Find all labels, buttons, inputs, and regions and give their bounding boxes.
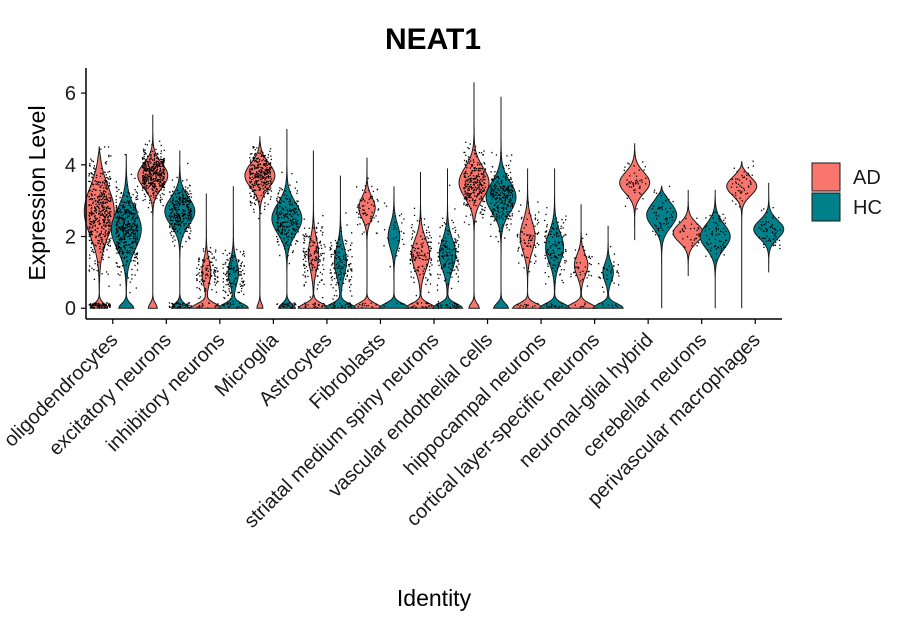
y-tick-label: 0 <box>65 298 76 320</box>
y-tick-label: 2 <box>65 227 76 249</box>
violin-hc-8 <box>538 168 571 309</box>
points-ad-3 <box>248 146 273 220</box>
points-ad-12 <box>730 160 754 208</box>
points-hc-11 <box>704 211 727 261</box>
points-ad-4 <box>302 215 326 309</box>
violin-hc-11 <box>699 189 731 309</box>
violin-hc-2 <box>217 186 250 309</box>
points-hc-9 <box>598 246 620 309</box>
legend-swatch-hc <box>811 192 841 222</box>
violin-ad-10 <box>619 143 651 241</box>
y-tick-label: 4 <box>65 155 76 177</box>
points-hc-4 <box>329 212 353 309</box>
legend-label-hc: HC <box>853 197 882 219</box>
violin-ad-8 <box>511 168 544 309</box>
violin-hc-4 <box>324 175 357 309</box>
legend: AD HC <box>811 162 882 222</box>
points-ad-5 <box>356 177 380 309</box>
plot-area <box>83 82 785 309</box>
x-tick-label: cortical layer-specific neurons <box>402 329 604 531</box>
points-ad-11 <box>678 217 701 249</box>
points-ad-0 <box>88 146 112 309</box>
points-hc-6 <box>436 184 460 309</box>
legend-label-ad: AD <box>853 167 881 189</box>
violin-hc-9 <box>592 225 624 309</box>
points-hc-2 <box>222 248 246 309</box>
violin-hc-12 <box>753 182 785 273</box>
x-axis-title: Identity <box>397 585 472 611</box>
points-ad-1 <box>141 140 166 213</box>
points-hc-10 <box>651 185 674 237</box>
points-hc-7 <box>490 151 514 243</box>
points-ad-2 <box>195 247 219 309</box>
violin-ad-7 <box>458 82 490 309</box>
points-ad-6 <box>409 207 433 309</box>
violin-ad-1 <box>137 114 169 309</box>
points-hc-1 <box>168 162 193 309</box>
legend-swatch-ad <box>811 162 841 192</box>
violin-ad-12 <box>726 161 758 309</box>
points-ad-7 <box>463 141 487 226</box>
violin-hc-6 <box>431 168 464 309</box>
points-hc-8 <box>543 207 567 309</box>
violin-ad-5 <box>351 157 383 309</box>
violin-ad-9 <box>565 204 597 309</box>
violin-hc-10 <box>646 185 678 309</box>
points-hc-12 <box>758 207 781 250</box>
points-ad-9 <box>570 233 593 308</box>
y-tick-label: 6 <box>65 83 76 105</box>
points-hc-5 <box>383 202 405 307</box>
x-tick-label: striatal medium spiny neurons <box>240 329 443 532</box>
points-hc-3 <box>276 171 300 309</box>
points-hc-0 <box>115 154 139 294</box>
violin-ad-0 <box>83 146 115 309</box>
points-ad-8 <box>516 190 540 308</box>
violin-hc-5 <box>378 186 410 309</box>
violin-ad-6 <box>404 172 437 309</box>
violin-hc-3 <box>271 129 303 309</box>
chart-title: NEAT1 <box>385 23 481 56</box>
data-points <box>88 140 781 309</box>
points-ad-10 <box>623 161 647 210</box>
y-axis-title: Expression Level <box>24 105 50 280</box>
violin-ad-11 <box>672 189 704 276</box>
